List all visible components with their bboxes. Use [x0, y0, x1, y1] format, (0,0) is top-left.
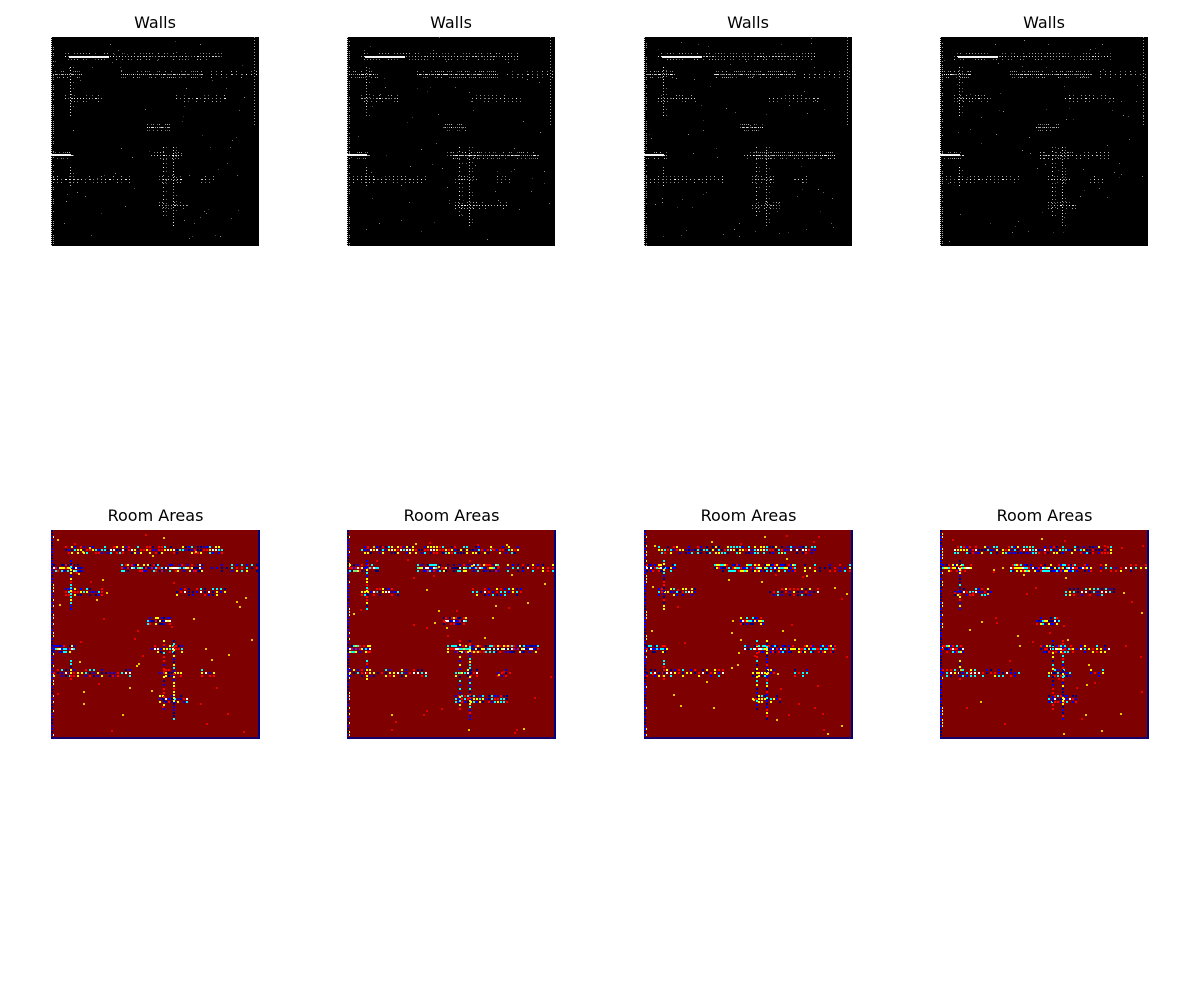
walls-image — [644, 37, 852, 246]
panel-title: Walls — [727, 13, 769, 32]
panel-title: Room Areas — [107, 506, 204, 525]
walls-image — [347, 37, 555, 246]
room-areas-image — [644, 530, 853, 739]
walls-panel-4: Walls — [940, 13, 1148, 246]
room-areas-panel-4: Room Areas — [940, 506, 1149, 739]
walls-panel-2: Walls — [347, 13, 555, 246]
panel-title: Room Areas — [996, 506, 1093, 525]
panel-title: Walls — [1023, 13, 1065, 32]
room-areas-image — [51, 530, 260, 739]
room-areas-panel-1: Room Areas — [51, 506, 260, 739]
walls-panel-3: Walls — [644, 13, 852, 246]
room-areas-image — [347, 530, 556, 739]
room-areas-image — [940, 530, 1149, 739]
panel-title: Room Areas — [403, 506, 500, 525]
walls-image — [940, 37, 1148, 246]
panel-title: Walls — [430, 13, 472, 32]
panel-title: Room Areas — [700, 506, 797, 525]
room-areas-panel-2: Room Areas — [347, 506, 556, 739]
walls-image — [51, 37, 259, 246]
walls-panel-1: Walls — [51, 13, 259, 246]
panel-title: Walls — [134, 13, 176, 32]
room-areas-panel-3: Room Areas — [644, 506, 853, 739]
